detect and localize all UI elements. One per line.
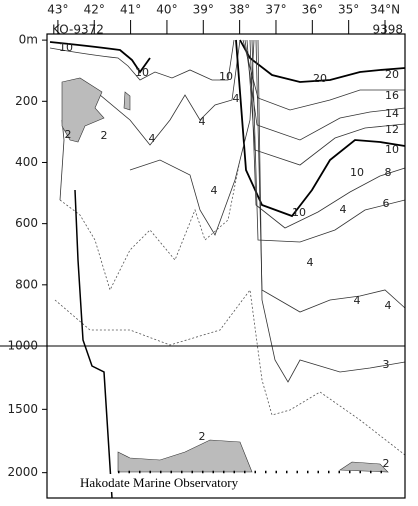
contour-label: 10 (219, 70, 233, 83)
y-tick-label: 400 (15, 155, 38, 169)
y-tick-label: 0m (19, 33, 38, 47)
shaded-area (117, 439, 253, 473)
contour-label: 10 (59, 41, 73, 54)
shaded-area (123, 91, 131, 111)
x-tick-label: 39° (193, 3, 214, 17)
contour-label: 20 (385, 68, 399, 81)
station-label: KO-9372 (52, 23, 104, 37)
x-tick-label: 35° (338, 3, 359, 17)
x-tick-label: 34°N (370, 3, 400, 17)
contour-label: 4 (307, 256, 314, 269)
x-tick-label: 42° (84, 3, 105, 17)
contour-label: 2 (65, 128, 72, 141)
contour-line (257, 39, 406, 383)
contour-label: 4 (199, 115, 206, 128)
contour-label: 20 (313, 72, 327, 85)
plot-frame (46, 33, 406, 499)
contour-label: 4 (340, 203, 347, 216)
contour-label: 14 (385, 107, 399, 120)
contour-label: 6 (383, 197, 390, 210)
y-tick-label: 2000 (7, 465, 38, 479)
y-tick-label: 600 (15, 216, 38, 230)
contour-line (249, 39, 406, 229)
contour-line (59, 159, 241, 292)
contour-label: 4 (149, 132, 156, 145)
x-tick-label: 36° (302, 3, 323, 17)
shaded-area (61, 77, 105, 143)
contour-line (255, 39, 406, 313)
y-tick-label: 1000 (7, 339, 38, 353)
x-tick-label: 41° (120, 3, 141, 17)
seabed-line (74, 189, 113, 499)
contour-labels: 10 10 10 20 20 16 14 12 10 8 6 4 4 4 2 2… (59, 41, 399, 470)
shaded-area (339, 461, 389, 473)
contour-label: 10 (385, 143, 399, 156)
contour-label: 8 (385, 166, 392, 179)
contour-label: 3 (383, 358, 390, 371)
contour-label: 2 (199, 430, 206, 443)
credit: Hakodate Marine Observatory (80, 475, 239, 490)
contour-line (244, 39, 406, 141)
contour-line (235, 39, 406, 218)
credit-background (76, 474, 272, 492)
contour-line (54, 288, 406, 456)
contour-line (49, 41, 151, 74)
contour-line (49, 39, 235, 81)
contour-line (69, 39, 241, 146)
contour-label: 10 (350, 166, 364, 179)
y-tick-label: 200 (15, 94, 38, 108)
contour-label: 16 (385, 89, 399, 102)
contour-line (59, 119, 65, 201)
x-tick-label: 43° (47, 3, 68, 17)
contour-label: 2 (101, 129, 108, 142)
contour-label: 10 (292, 206, 306, 219)
contour-line (242, 39, 405, 111)
contour-label: 4 (354, 294, 361, 307)
contour-label: 10 (135, 66, 149, 79)
contour-label: 4 (233, 92, 240, 105)
contour-label: 2 (383, 457, 390, 470)
x-tick-label: 37° (265, 3, 286, 17)
x-tick-label: 38° (229, 3, 250, 17)
y-tick-label: 1500 (7, 402, 38, 416)
contour-line (239, 39, 406, 83)
contours (49, 39, 406, 499)
y-tick-label: 800 (15, 277, 38, 291)
station-label: 9398 (372, 23, 403, 37)
x-tick-label: 40° (156, 3, 177, 17)
contour-line (129, 39, 255, 236)
contour-label: 12 (385, 123, 399, 136)
contour-label: 4 (385, 299, 392, 312)
contour-label: 4 (211, 184, 218, 197)
contour-line (251, 39, 406, 243)
